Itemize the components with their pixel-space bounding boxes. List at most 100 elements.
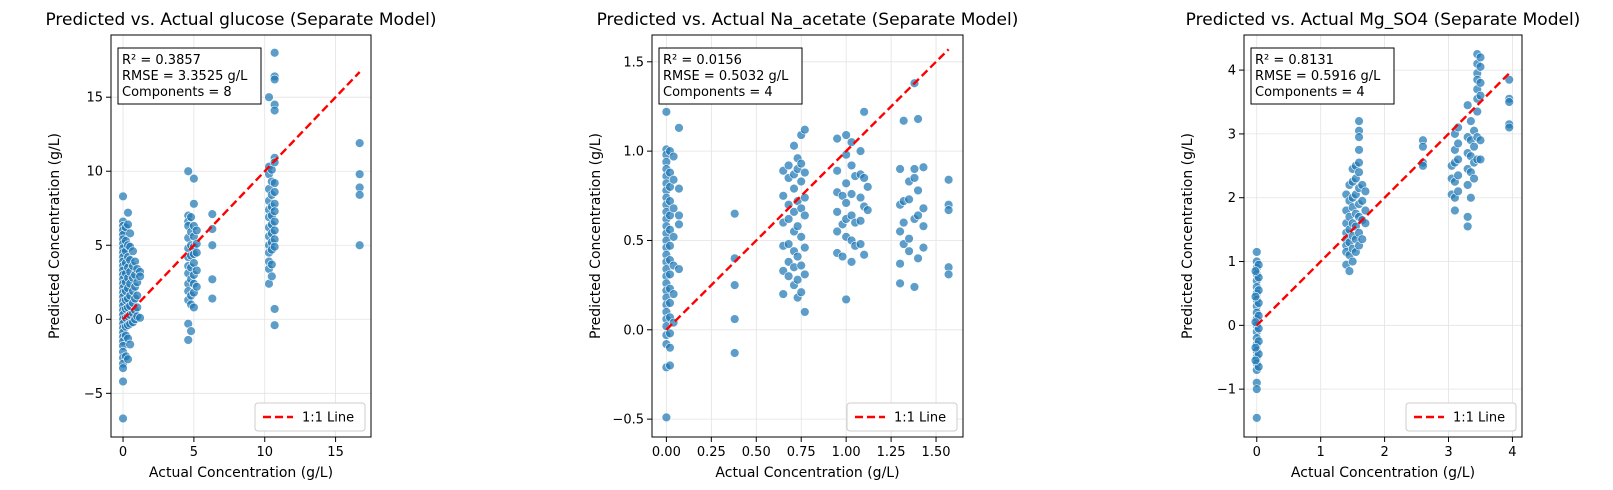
data-point bbox=[904, 194, 914, 205]
stats-box bbox=[117, 47, 262, 105]
data-point bbox=[269, 242, 280, 252]
data-point bbox=[895, 258, 905, 269]
data-point bbox=[1462, 100, 1473, 110]
data-point bbox=[1469, 173, 1479, 184]
data-point bbox=[918, 242, 929, 253]
data-point bbox=[1357, 234, 1367, 244]
legend-box bbox=[254, 402, 366, 432]
identity-line bbox=[665, 48, 950, 331]
data-point bbox=[1354, 145, 1364, 155]
data-point bbox=[729, 348, 740, 358]
stats-line: Components = 4 bbox=[1255, 85, 1365, 100]
data-point bbox=[855, 216, 866, 226]
legend-box bbox=[1405, 402, 1517, 432]
identity-line bbox=[122, 71, 361, 321]
y-tick-label: 4 bbox=[1228, 64, 1236, 79]
stats-line: R² = 0.8131 bbox=[1255, 53, 1334, 68]
y-tick-label: −5 bbox=[84, 387, 103, 402]
data-point bbox=[264, 92, 274, 102]
data-point bbox=[1453, 154, 1463, 165]
data-point bbox=[913, 185, 923, 196]
data-point bbox=[800, 210, 810, 221]
axes-frame bbox=[110, 34, 372, 438]
data-point bbox=[192, 247, 202, 258]
x-tick-label: 4 bbox=[1508, 445, 1516, 460]
y-axis-label: Predicted Concentration (g/L) bbox=[588, 133, 604, 339]
data-point bbox=[269, 178, 280, 188]
data-point bbox=[1475, 135, 1486, 145]
data-point bbox=[1360, 218, 1371, 228]
y-tick-label: −1 bbox=[1217, 383, 1236, 398]
data-point bbox=[832, 166, 842, 176]
data-point bbox=[1250, 342, 1261, 353]
data-point bbox=[674, 264, 684, 274]
data-point bbox=[918, 203, 929, 214]
data-point bbox=[729, 208, 740, 219]
data-point bbox=[1475, 62, 1486, 72]
data-point bbox=[859, 173, 869, 183]
data-point bbox=[863, 182, 873, 192]
data-point bbox=[192, 265, 202, 276]
data-point bbox=[792, 221, 803, 231]
data-point bbox=[269, 105, 280, 116]
data-point bbox=[269, 48, 280, 58]
data-point bbox=[796, 232, 806, 242]
y-tick-label: 5 bbox=[95, 239, 103, 254]
data-point bbox=[189, 173, 199, 184]
y-tick-label: 0.0 bbox=[623, 323, 644, 338]
data-point bbox=[895, 278, 905, 289]
data-point bbox=[354, 240, 365, 250]
data-point bbox=[1418, 161, 1428, 171]
y-axis-label: Predicted Concentration (g/L) bbox=[47, 133, 63, 339]
data-point bbox=[1450, 205, 1460, 216]
data-point bbox=[841, 294, 851, 305]
x-tick-label: 0.50 bbox=[742, 445, 771, 460]
data-point bbox=[135, 313, 145, 323]
data-point bbox=[859, 250, 869, 260]
axes-frame bbox=[1243, 34, 1523, 438]
data-point bbox=[898, 217, 909, 228]
x-tick-label: 10 bbox=[256, 445, 273, 460]
stats-line: RMSE = 0.5916 g/L bbox=[1255, 69, 1381, 84]
data-point bbox=[1462, 212, 1473, 222]
data-point bbox=[1469, 141, 1479, 152]
data-point bbox=[183, 335, 193, 345]
data-point bbox=[800, 192, 810, 203]
data-point bbox=[832, 207, 842, 217]
data-point bbox=[354, 190, 365, 200]
data-point bbox=[1475, 78, 1486, 88]
data-point bbox=[674, 123, 684, 133]
data-point bbox=[904, 246, 914, 256]
data-point bbox=[1360, 205, 1371, 216]
data-point bbox=[895, 164, 905, 174]
data-point bbox=[128, 246, 138, 256]
x-tick-label: 0.75 bbox=[787, 445, 816, 460]
data-point bbox=[778, 191, 788, 201]
chart-panel-3: 0 1 2 3 4 −1 0 1 2 3 4 Predicted vs. Actual Mg_SO4 … bbox=[1180, 10, 1580, 481]
y-tick-label: 10 bbox=[86, 165, 103, 180]
data-point bbox=[783, 271, 794, 281]
data-point bbox=[1462, 221, 1473, 232]
stats-line: Components = 8 bbox=[122, 85, 232, 100]
data-point bbox=[855, 146, 866, 156]
data-point bbox=[189, 199, 199, 209]
data-point bbox=[729, 280, 740, 290]
data-point bbox=[668, 175, 679, 185]
data-point bbox=[123, 207, 133, 218]
data-point bbox=[909, 173, 920, 183]
data-point bbox=[354, 169, 365, 179]
data-point bbox=[895, 226, 905, 237]
x-tick-label: 0 bbox=[119, 445, 127, 460]
data-point bbox=[1475, 154, 1486, 165]
data-point bbox=[904, 233, 914, 244]
x-tick-label: 2 bbox=[1380, 445, 1388, 460]
data-point bbox=[1354, 157, 1364, 168]
stats-line: R² = 0.3857 bbox=[122, 53, 201, 68]
data-point bbox=[668, 289, 679, 299]
x-axis-label: Actual Concentration (g/L) bbox=[715, 465, 899, 481]
x-tick-label: 5 bbox=[190, 445, 198, 460]
data-point bbox=[668, 203, 679, 214]
data-point bbox=[778, 289, 788, 299]
data-point bbox=[665, 328, 675, 339]
